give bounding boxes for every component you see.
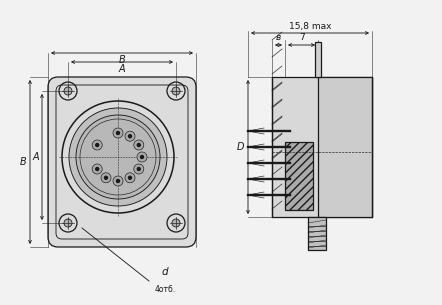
Bar — [272, 77, 372, 217]
Bar — [315, 42, 321, 77]
Circle shape — [117, 180, 119, 182]
Circle shape — [137, 143, 140, 146]
Text: A: A — [119, 64, 126, 74]
Circle shape — [64, 87, 72, 95]
Circle shape — [137, 152, 147, 162]
Circle shape — [172, 87, 180, 95]
Circle shape — [117, 131, 119, 135]
Circle shape — [96, 167, 99, 170]
Circle shape — [92, 140, 102, 150]
Circle shape — [69, 108, 167, 206]
Bar — [285, 142, 313, 210]
Text: 4отб.: 4отб. — [154, 285, 175, 295]
FancyBboxPatch shape — [48, 77, 196, 247]
Bar — [318, 77, 372, 217]
Circle shape — [134, 140, 144, 150]
Circle shape — [113, 128, 123, 138]
Text: 7: 7 — [299, 33, 305, 41]
Circle shape — [125, 173, 135, 183]
Text: A: A — [33, 152, 39, 162]
Circle shape — [96, 143, 99, 146]
Circle shape — [113, 176, 123, 186]
Circle shape — [76, 115, 160, 199]
Circle shape — [137, 167, 140, 170]
Circle shape — [92, 164, 102, 174]
Text: B: B — [118, 55, 126, 65]
Text: 15,8 max: 15,8 max — [289, 21, 331, 30]
Circle shape — [141, 156, 144, 159]
Circle shape — [129, 135, 132, 138]
Text: D: D — [236, 142, 244, 152]
Bar — [308, 217, 326, 250]
Text: B: B — [19, 157, 27, 167]
Circle shape — [172, 219, 180, 227]
Text: в: в — [275, 33, 281, 41]
Circle shape — [125, 131, 135, 141]
Text: d: d — [162, 267, 168, 277]
Circle shape — [104, 176, 107, 179]
Circle shape — [129, 176, 132, 179]
Circle shape — [64, 219, 72, 227]
Circle shape — [134, 164, 144, 174]
Circle shape — [101, 173, 111, 183]
